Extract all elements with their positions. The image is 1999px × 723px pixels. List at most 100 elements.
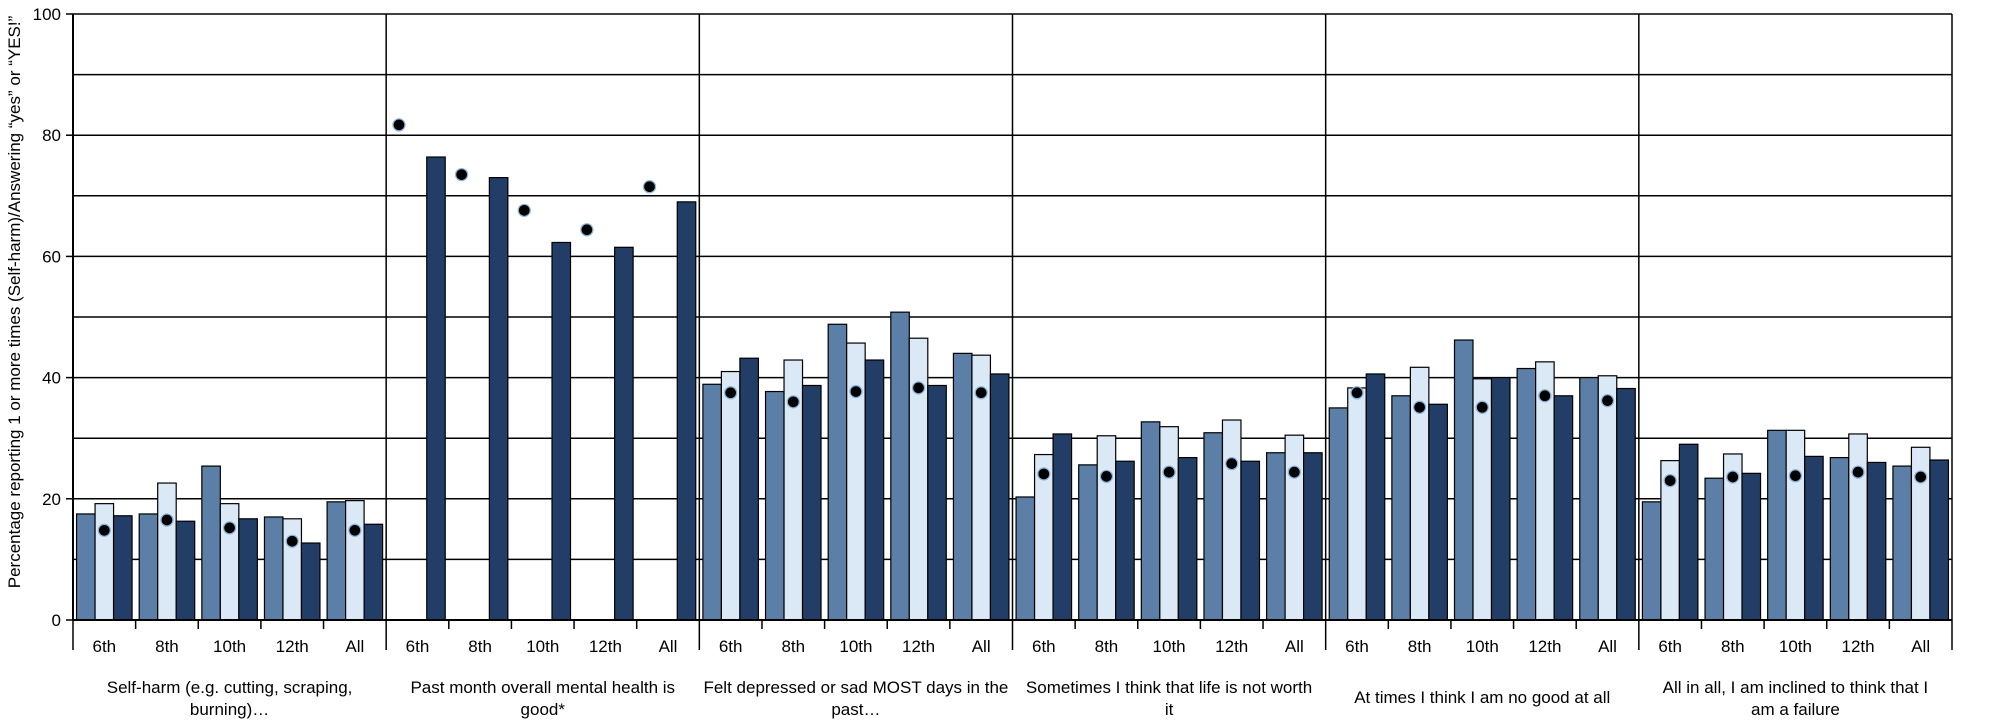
bar-g1-12th-s1 <box>263 516 284 621</box>
marker-g1-6th <box>97 523 111 537</box>
bar-g2-6th-s3 <box>426 156 446 621</box>
bar-g4-6th-s1 <box>1015 496 1036 621</box>
bar-g5-12th-s3 <box>1553 395 1574 621</box>
bar-g6-12th-s1 <box>1829 456 1850 621</box>
bar-g4-8th-s1 <box>1078 464 1098 621</box>
bar-g3-12th-s2 <box>908 337 929 621</box>
bar-g4-12th-s3 <box>1240 460 1261 621</box>
x-tick-label-g1-8th: 8th <box>155 637 179 656</box>
marker-g3-6th <box>724 386 738 400</box>
group-label-1-line-1: Self-harm (e.g. cutting, scraping, <box>107 678 353 697</box>
x-tick-label-g5-6th: 6th <box>1345 637 1369 656</box>
y-tick-label-40: 40 <box>42 369 61 388</box>
bar-g6-6th-s3 <box>1678 443 1699 621</box>
x-tick-label-g6-all: All <box>1911 637 1930 656</box>
marker-g3-8th <box>786 395 800 409</box>
marker-g1-all <box>348 523 362 537</box>
x-tick-label-g6-10th: 10th <box>1779 637 1812 656</box>
bar-g1-10th-s3 <box>238 518 258 621</box>
bar-g4-8th-s2 <box>1096 435 1117 621</box>
y-tick-label-20: 20 <box>42 490 61 509</box>
bar-g1-8th-s1 <box>138 513 159 621</box>
bar-g1-8th-s3 <box>175 520 196 621</box>
marker-g4-8th <box>1099 469 1114 484</box>
marker-g5-12th <box>1538 389 1552 403</box>
x-tick-label-g1-10th: 10th <box>213 637 246 656</box>
group-label-5-line-1: At times I think I am no good at all <box>1354 688 1610 707</box>
bar-g4-6th-s3 <box>1052 433 1073 621</box>
bar-g4-8th-s3 <box>1115 460 1135 621</box>
bar-g3-all-s3 <box>989 373 1010 621</box>
x-tick-label-g4-10th: 10th <box>1153 637 1186 656</box>
x-tick-label-g2-10th: 10th <box>526 637 559 656</box>
group-label-4-line-2: it <box>1165 700 1174 719</box>
marker-g4-12th <box>1225 457 1239 471</box>
bar-g6-10th-s2 <box>1785 429 1806 621</box>
bar-g5-6th-s1 <box>1328 407 1349 621</box>
group-label-6-line-2: am a failure <box>1751 700 1840 719</box>
group-label-2-line-2: good* <box>521 700 566 719</box>
bar-g3-12th-s1 <box>890 311 910 621</box>
bar-g3-6th-s1 <box>702 383 723 621</box>
x-tick-label-g5-all: All <box>1598 637 1617 656</box>
bar-g4-10th-s2 <box>1159 426 1179 621</box>
x-tick-label-g4-all: All <box>1285 637 1304 656</box>
marker-g3-all <box>974 386 988 400</box>
x-tick-label-g2-12th: 12th <box>589 637 622 656</box>
bar-g3-10th-s3 <box>864 359 885 621</box>
bar-g3-all-s1 <box>952 352 973 621</box>
x-tick-label-g3-10th: 10th <box>839 637 872 656</box>
marker-g5-8th <box>1412 400 1427 414</box>
bar-g1-6th-s3 <box>112 515 133 621</box>
bar-g4-10th-s1 <box>1140 421 1161 621</box>
marker-g6-12th <box>1851 465 1865 479</box>
bar-g5-6th-s2 <box>1347 387 1367 621</box>
x-tick-label-g2-8th: 8th <box>468 637 492 656</box>
bar-g1-10th-s1 <box>201 465 221 621</box>
x-tick-label-g6-6th: 6th <box>1658 637 1682 656</box>
bar-g5-12th-s1 <box>1516 367 1537 621</box>
marker-g3-12th <box>911 381 926 395</box>
bar-g3-8th-s1 <box>764 390 785 621</box>
bar-g3-6th-s2 <box>720 370 741 621</box>
marker-g2-12th <box>580 223 594 237</box>
labels: 0 20 40 60 80 100 6th 8th 10th 12th All Self-harm (… <box>33 5 1931 719</box>
bar-g3-8th-s3 <box>801 384 822 621</box>
bar-g6-12th-s3 <box>1866 461 1887 621</box>
marker-g2-10th <box>517 203 531 217</box>
bar-g1-12th-s2 <box>282 518 303 621</box>
bars <box>75 156 1950 621</box>
bar-g5-10th-s3 <box>1490 377 1511 621</box>
bar-g5-10th-s1 <box>1453 339 1474 621</box>
bar-g5-8th-s3 <box>1428 403 1448 621</box>
bar-g6-6th-s1 <box>1641 501 1662 621</box>
y-tick-label-80: 80 <box>42 126 61 145</box>
bar-g6-all-s3 <box>1929 459 1950 621</box>
y-tick-label-0: 0 <box>52 611 61 630</box>
bar-g4-12th-s1 <box>1203 432 1224 621</box>
marker-g2-6th <box>392 118 406 132</box>
bar-g6-8th-s3 <box>1741 472 1762 621</box>
bar-g2-10th-s3 <box>551 241 572 621</box>
bar-g3-6th-s3 <box>739 357 760 621</box>
x-tick-label-g1-6th: 6th <box>92 637 116 656</box>
x-tick-label-g4-8th: 8th <box>1095 637 1119 656</box>
group-label-2-line-1: Past month overall mental health is <box>410 678 675 697</box>
marker-g2-8th <box>454 167 469 182</box>
group-label-6-line-1: All in all, I am inclined to think that … <box>1663 678 1929 697</box>
bar-g6-8th-s1 <box>1704 477 1725 621</box>
bar-g1-all-s2 <box>345 500 365 621</box>
y-axis-label: Percentage reporting 1 or more times (Se… <box>5 15 24 588</box>
marker-g5-10th <box>1475 400 1489 414</box>
marker-g1-12th <box>285 534 299 548</box>
group-label-3-line-2: past… <box>831 700 880 719</box>
bar-g6-10th-s3 <box>1804 455 1824 621</box>
bar-g2-12th-s3 <box>614 246 634 621</box>
x-tick-label-g2-all: All <box>659 637 678 656</box>
bar-g4-10th-s3 <box>1177 456 1198 621</box>
bar-g2-all-s3 <box>676 201 697 621</box>
x-tick-label-g5-12th: 12th <box>1528 637 1561 656</box>
marker-g6-all <box>1914 470 1928 484</box>
bar-g1-all-s3 <box>363 523 384 621</box>
marker-g6-10th <box>1788 469 1803 483</box>
